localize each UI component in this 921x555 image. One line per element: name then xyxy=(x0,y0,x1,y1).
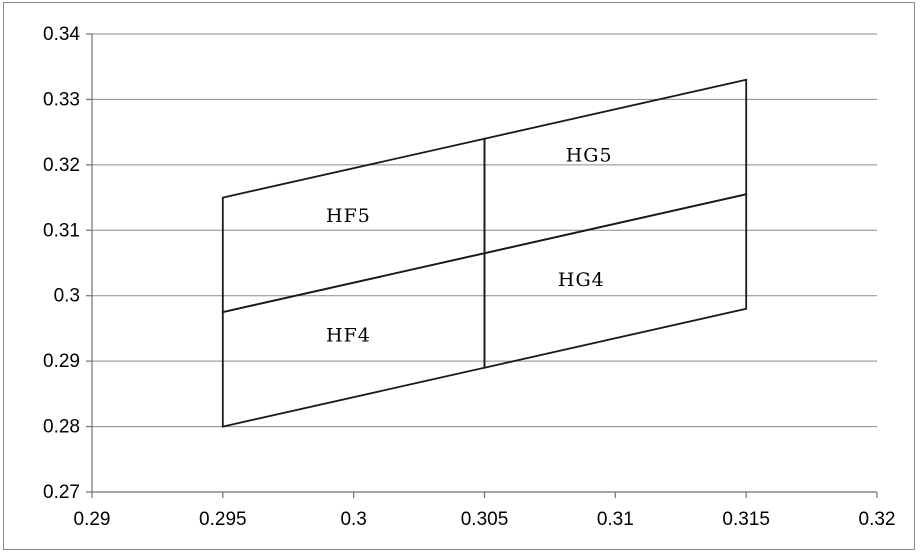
y-tick-label: 0.28 xyxy=(43,417,80,438)
y-tick-label: 0.33 xyxy=(43,89,80,110)
region-hg5 xyxy=(483,78,748,255)
y-tick-label: 0.31 xyxy=(43,220,80,241)
chart-svg: 0.27 0.28 0.29 0.3 0.31 0.32 0.33 0.34 0.29 0.295… xyxy=(43,24,895,530)
label-layer: HF5 HG5 HF4 HG4 xyxy=(326,145,613,347)
x-tick-label: 0.31 xyxy=(597,509,634,530)
region-label-hf5: HF5 xyxy=(326,205,371,227)
region-label-hg5: HG5 xyxy=(566,145,613,167)
x-tick-label: 0.29 xyxy=(74,509,111,530)
x-tick-label: 0.295 xyxy=(199,509,247,530)
axis-layer: 0.27 0.28 0.29 0.3 0.31 0.32 0.33 0.34 0.29 0.295… xyxy=(43,24,895,530)
y-tick-label: 0.27 xyxy=(43,482,80,503)
x-tick-label: 0.305 xyxy=(461,509,509,530)
region-layer xyxy=(221,78,748,428)
y-tick-label: 0.29 xyxy=(43,351,80,372)
region-hg4 xyxy=(483,193,748,369)
chart-frame: 0.27 0.28 0.29 0.3 0.31 0.32 0.33 0.34 0.29 0.295… xyxy=(3,2,915,550)
region-label-hf4: HF4 xyxy=(326,325,371,347)
x-tick-label: 0.3 xyxy=(340,509,366,530)
y-tick-label: 0.3 xyxy=(54,286,80,307)
y-tick-label: 0.32 xyxy=(43,155,80,176)
x-tick-label: 0.315 xyxy=(722,509,770,530)
y-tick-label: 0.34 xyxy=(43,24,80,45)
x-tick-label: 0.32 xyxy=(859,509,896,530)
region-label-hg4: HG4 xyxy=(558,269,605,291)
